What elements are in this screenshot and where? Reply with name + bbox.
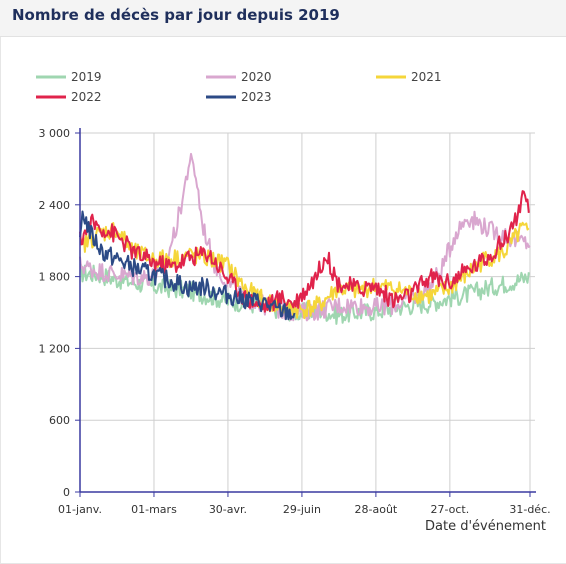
legend-item-2019[interactable]: 2019 <box>36 70 102 84</box>
legend-item-2021[interactable]: 2021 <box>376 70 442 84</box>
y-tick-label: 2 400 <box>39 199 71 212</box>
x-tick-label: 01-janv. <box>58 503 102 516</box>
legend-label: 2022 <box>71 90 102 104</box>
x-axis-ticks: 01-janv. 01-mars 30-avr. 29-juin 28-août 27-o… <box>58 492 551 516</box>
legend-item-2023[interactable]: 2023 <box>206 90 272 104</box>
legend-label: 2019 <box>71 70 102 84</box>
series-lines <box>79 152 531 325</box>
legend-label: 2021 <box>411 70 442 84</box>
x-axis-label: Date d'événement <box>425 519 546 534</box>
legend-label: 2020 <box>241 70 272 84</box>
axes <box>79 128 536 493</box>
y-tick-label: 3 000 <box>39 127 71 140</box>
series-line-2023 <box>79 210 296 321</box>
series-line-2022 <box>79 190 530 313</box>
x-tick-label: 30-avr. <box>209 503 247 516</box>
y-tick-label: 0 <box>63 486 70 499</box>
legend-label: 2023 <box>241 90 272 104</box>
y-tick-label: 600 <box>49 414 70 427</box>
y-axis-ticks: 0 600 1 200 1 800 2 400 3 000 <box>39 127 80 499</box>
x-tick-label: 27-oct. <box>430 503 469 516</box>
x-tick-label: 28-août <box>355 503 398 516</box>
legend[interactable]: 2019 2020 2021 2022 2023 <box>36 70 442 104</box>
legend-item-2020[interactable]: 2020 <box>206 70 272 84</box>
y-tick-label: 1 200 <box>39 342 71 355</box>
x-tick-label: 01-mars <box>131 503 177 516</box>
y-tick-label: 1 800 <box>39 271 71 284</box>
x-tick-label: 31-déc. <box>509 503 550 516</box>
header-bar: Nombre de décès par jour depuis 2019 <box>0 0 566 37</box>
x-tick-label: 29-juin <box>283 503 321 516</box>
legend-item-2022[interactable]: 2022 <box>36 90 102 104</box>
page-title: Nombre de décès par jour depuis 2019 <box>12 6 340 24</box>
